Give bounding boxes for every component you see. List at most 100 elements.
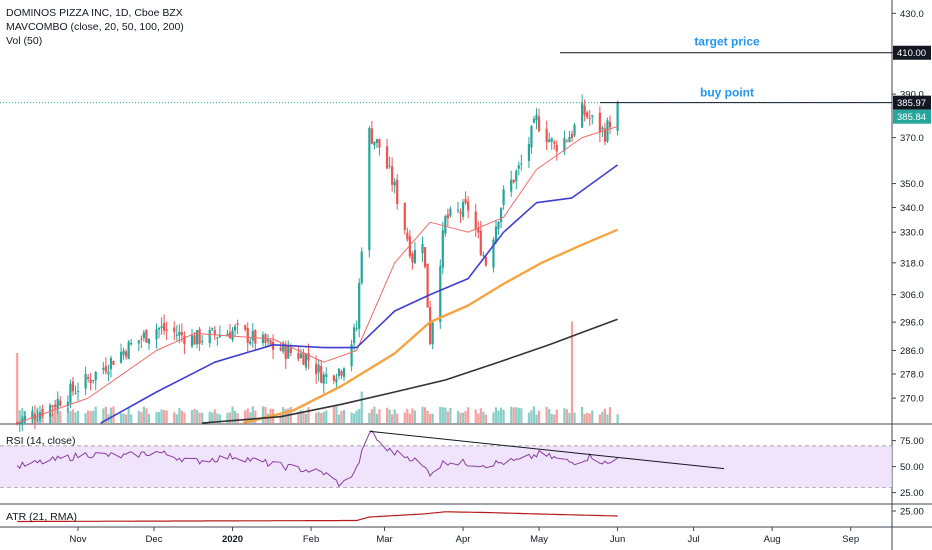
volume-bar [16,353,19,423]
volume-bar [87,410,90,423]
candle-body [393,181,396,186]
candle-body [603,128,607,142]
volume-bar [173,412,176,423]
price-tick-label: 270.0 [900,394,924,405]
candle-body [396,179,399,204]
candle-body [54,404,57,408]
candle-body [175,334,178,336]
candle-body [104,366,107,372]
volume-bar [456,410,460,423]
volume-bar [102,408,105,423]
candle-body [213,329,216,336]
candle-body [550,138,553,142]
atr-line [17,511,618,523]
volume-bar [193,408,196,423]
volume-bar [175,414,178,423]
candle-body [76,391,80,393]
volume-bar [190,410,194,423]
volume-bar [537,410,541,423]
volume-bar [218,414,221,423]
candle-body [423,247,427,267]
volume-bar [378,409,381,423]
volume-bar [555,409,558,423]
candle-body [358,282,361,329]
candle-body [317,364,320,373]
volume-bar [119,413,123,423]
volume-bar [109,407,113,423]
volume-bar [127,407,130,423]
volume-bar [125,414,128,423]
volume-bar [261,406,265,423]
candle-body [391,166,394,185]
candle-body [269,340,272,345]
candle-body [325,373,328,377]
ma-line [242,228,619,425]
volume-bar [388,409,391,423]
target-price-annotation: target price [694,35,760,49]
candle-body [208,329,211,344]
volume-bar [477,413,480,423]
volume-bar [302,412,305,423]
volume-bar [226,412,229,423]
target-price-tag-bg [893,45,931,60]
candle-body [299,353,303,358]
candle-body [112,361,115,365]
volume-bar [317,411,320,423]
volume-bar [236,413,239,423]
candle-body [373,141,376,146]
candle-body [520,163,523,165]
volume-bar [130,414,133,423]
volume-bar [208,411,211,423]
rsi-tick-label: 50.00 [900,462,924,473]
candle-body [130,342,133,345]
candle-body [586,112,589,118]
candle-body [198,329,201,344]
volume-bar [353,413,356,423]
volume-bar [581,406,584,423]
volume-bar [307,407,310,423]
volume-bar [482,411,485,423]
volume-bar [145,408,148,423]
candle-body [545,128,548,143]
candle-body [459,211,462,214]
volume-bar [340,411,343,423]
target-price-tag-text: 410.00 [897,48,926,59]
volume-bar [535,414,538,423]
volume-bar [163,410,166,423]
candle-body [23,416,26,422]
candle-body [499,207,503,222]
volume-bar [421,406,424,423]
atr-pane: 25.00 [17,507,924,523]
candle-body [142,332,145,339]
volume-bar [403,412,406,423]
candle-body [249,341,252,344]
candle-body [49,404,52,417]
volume-bar [467,407,470,423]
volume-bar [350,412,353,423]
candle-body [38,412,42,419]
last-price-tag: 385.97 [893,95,931,110]
volume-bar [426,410,429,423]
volume-bar [84,413,87,423]
candle-body [598,112,601,133]
volume-bar [510,406,513,423]
volume-bar [583,414,586,423]
candle-body [246,328,249,343]
time-tick-label: Dec [146,534,163,545]
candle-body [563,137,566,152]
candle-body [532,118,536,123]
candle-body [307,353,310,361]
candle-body [403,203,406,231]
volume-bar [337,414,341,423]
candle-body [565,140,569,142]
volume-bar [246,408,249,423]
candle-body [236,323,239,325]
candle-body [426,263,429,308]
volume-bar [497,410,500,423]
volume-bar [520,408,523,423]
candle-body [517,165,520,169]
volume-bar [413,410,417,423]
candle-body [439,266,442,323]
ma-line [17,126,618,424]
